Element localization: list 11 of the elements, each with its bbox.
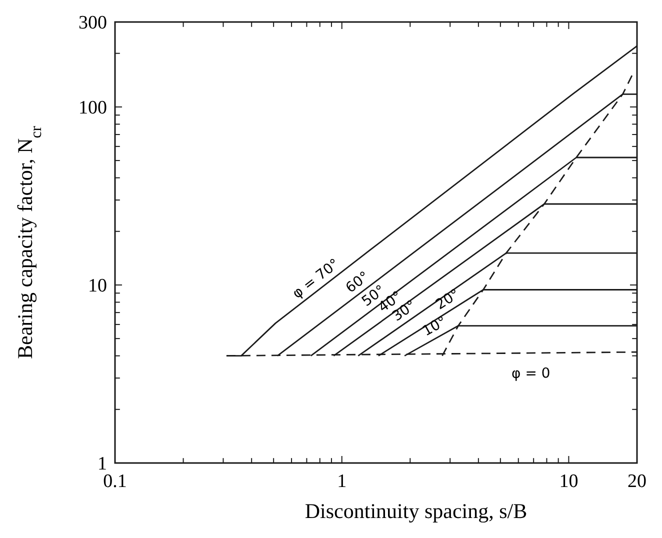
x-tick-label: 20 bbox=[628, 471, 646, 492]
y-tick-label: 300 bbox=[78, 12, 107, 34]
y-tick-label: 10 bbox=[88, 276, 107, 297]
annotation: 10° bbox=[420, 314, 450, 340]
annotation: 20° bbox=[433, 286, 463, 314]
y-tick-label: 100 bbox=[78, 98, 107, 119]
x-tick-label: 10 bbox=[559, 471, 578, 492]
annotation: φ = 70° bbox=[290, 256, 343, 302]
x-axis-title: Discontinuity spacing, s/B bbox=[304, 499, 528, 523]
x-tick-label: 1 bbox=[337, 471, 347, 492]
annotation: φ = 0 bbox=[511, 366, 550, 382]
